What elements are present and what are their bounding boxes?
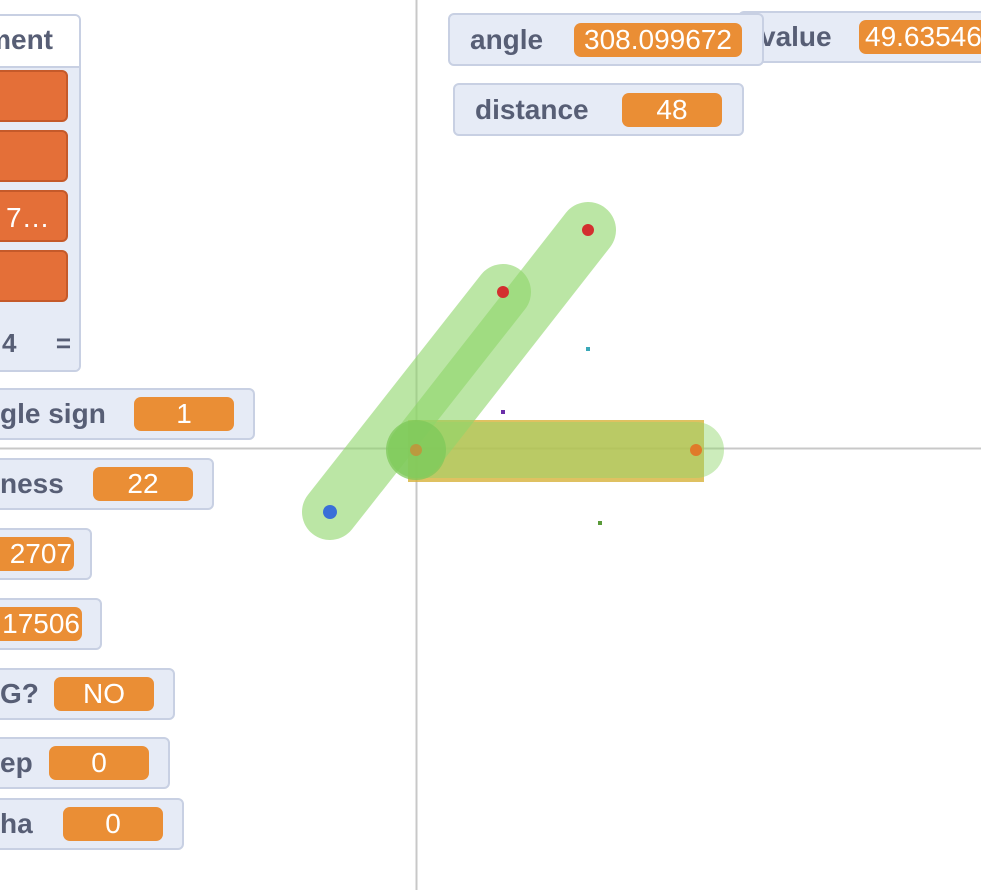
- monitor-value-readout: NO: [54, 677, 154, 711]
- monitor-value[interactable]: value 49.63546: [738, 11, 981, 63]
- monitor-value-readout: 308.099672: [574, 22, 742, 57]
- monitor-value-readout: 48: [622, 92, 722, 127]
- monitor-value-readout: 49.63546: [859, 20, 981, 54]
- monitor-label: ha: [0, 808, 33, 839]
- list-monitor[interactable]: ment 7… 4 =: [0, 14, 81, 372]
- list-resize-handle[interactable]: =: [55, 328, 71, 358]
- monitor-value-readout: 0: [63, 807, 163, 841]
- monitor-label: distance: [475, 93, 589, 125]
- monitor-angle[interactable]: angle 308.099672: [448, 13, 764, 66]
- list-item[interactable]: [0, 130, 68, 182]
- monitor-value-readout: 22: [93, 467, 193, 501]
- monitor-step[interactable]: ep 0: [0, 737, 170, 789]
- teal-dot: [586, 347, 590, 351]
- monitor-label: ness: [0, 468, 64, 499]
- monitor-label: angle: [470, 23, 544, 55]
- list-item[interactable]: [0, 70, 68, 122]
- monitor-question[interactable]: G? NO: [0, 668, 175, 720]
- joint-blue-dot: [323, 505, 337, 519]
- monitor-distance[interactable]: distance 48: [453, 83, 744, 136]
- list-item[interactable]: [0, 250, 68, 302]
- joint-orange-dot-left: [410, 444, 422, 456]
- monitor-17506[interactable]: 17506: [0, 598, 102, 650]
- list-length: 4: [2, 328, 17, 358]
- joint-red-dot-lower: [497, 286, 509, 298]
- joint-orange-dot-right: [690, 444, 702, 456]
- monitor-value-readout: 2707: [0, 537, 74, 571]
- monitor-label: G?: [0, 678, 39, 709]
- list-item[interactable]: 7…: [0, 190, 68, 242]
- monitor-label: gle sign: [0, 398, 106, 429]
- green-arm-lower: [302, 264, 531, 540]
- monitor-value-readout: 1: [134, 397, 234, 431]
- monitor-thickness[interactable]: ness 22: [0, 458, 214, 510]
- green-arm-upper: [388, 202, 616, 478]
- list-title: ment: [0, 16, 79, 68]
- monitor-2707[interactable]: 2707: [0, 528, 92, 580]
- purple-dot: [501, 410, 505, 414]
- monitor-label: ep: [0, 747, 33, 778]
- monitor-angle-sign[interactable]: gle sign 1: [0, 388, 255, 440]
- green-dot: [598, 521, 602, 525]
- joint-red-dot-upper: [582, 224, 594, 236]
- monitor-value-readout: 17506: [0, 607, 82, 641]
- monitor-value-readout: 0: [49, 746, 149, 780]
- list-footer: 4 =: [0, 316, 79, 370]
- monitor-alpha[interactable]: ha 0: [0, 798, 184, 850]
- monitor-label: value: [760, 21, 832, 52]
